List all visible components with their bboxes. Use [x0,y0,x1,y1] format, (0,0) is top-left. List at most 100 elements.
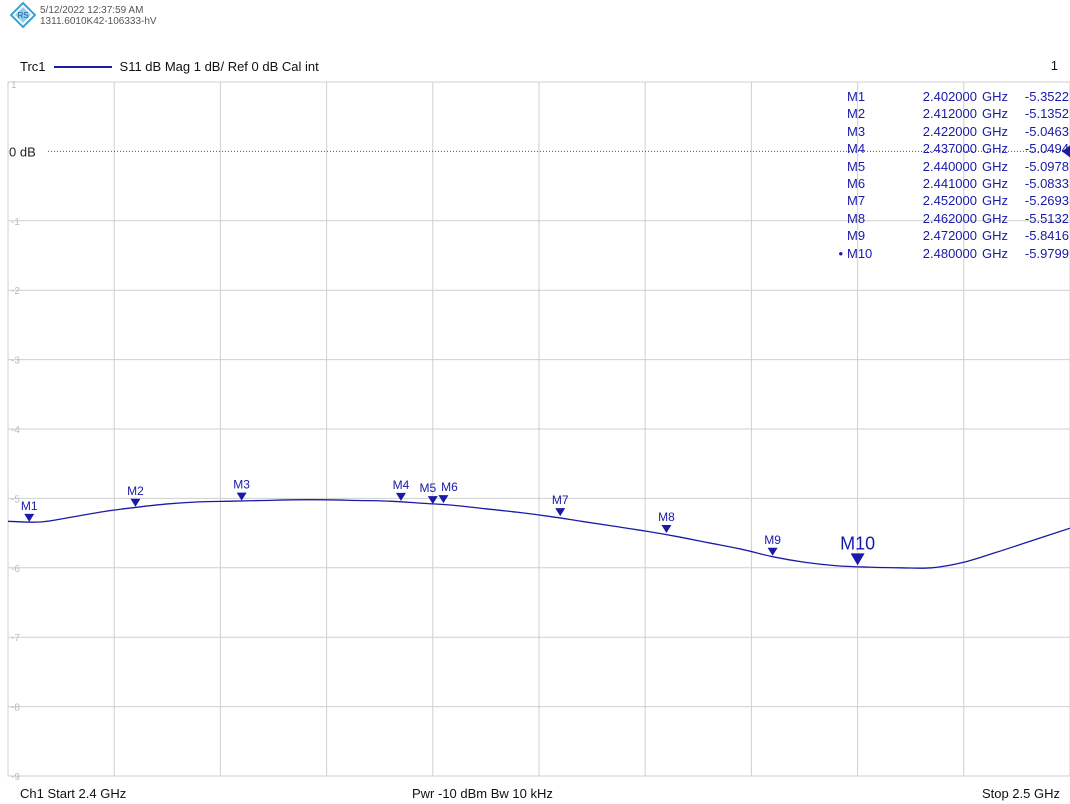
y-tick-label: -5 [11,494,20,505]
timestamp: 5/12/2022 12:37:59 AM [40,5,144,16]
marker-m5-label: M5 [419,481,436,495]
marker-frequency-unit: GHz [982,89,1008,104]
marker-m4-icon[interactable] [395,492,406,501]
y-tick-label: -2 [11,286,20,297]
marker-m1-label: M1 [21,499,38,513]
marker-m8-label: M8 [658,510,675,524]
marker-value: -5.0463 [1024,123,1069,139]
marker-value: -5.1352 [1024,106,1069,122]
marker-m7-icon[interactable] [555,508,566,517]
marker-active-dot [833,123,843,140]
marker-value: -5.9799 [1024,245,1069,261]
marker-m10-label: M10 [840,533,875,553]
header: RS 5/12/2022 12:37:59 AM 1311.6010K42-10… [0,0,1070,80]
marker-frequency: 2.412000 [922,106,977,122]
marker-value: -5.0978 [1024,158,1069,174]
marker-value: -5.0833 [1024,176,1069,192]
y-tick-label: -7 [11,633,20,644]
trace-legend[interactable]: Trc1 S11 dB Mag 1 dB/ Ref 0 dB Cal int [20,58,319,74]
y-tick-label: -4 [11,425,20,436]
y-tick-label: 1 [11,80,17,91]
marker-table: M12.402000GHz-5.3522dBM22.412000GHz-5.13… [833,88,1070,262]
marker-frequency: 2.441000 [922,176,977,192]
trace-line-swatch [53,65,112,68]
marker-m9-icon[interactable] [767,547,778,556]
marker-name: M6 [847,176,866,192]
marker-frequency: 2.452000 [922,193,977,209]
footer: Ch1 Start 2.4 GHz Pwr -10 dBm Bw 10 kHz … [0,780,1070,804]
marker-value: -5.0494 [1024,141,1069,157]
marker-value: -5.3522 [1024,89,1069,104]
marker-m1-icon[interactable] [24,513,35,522]
marker-name: M7 [847,193,866,209]
y-tick-label: -1 [11,217,20,228]
svg-text:RS: RS [17,11,28,20]
marker-value: -5.8416 [1024,228,1069,244]
marker-active-dot [833,158,843,175]
marker-value: -5.2693 [1024,193,1069,209]
marker-frequency: 2.422000 [922,123,977,139]
marker-name: M5 [847,158,866,174]
marker-m5-icon[interactable] [427,496,438,505]
marker-frequency: 2.437000 [922,141,977,157]
marker-frequency-unit: GHz [982,106,1008,122]
marker-frequency-unit: GHz [982,245,1008,261]
marker-m6-icon[interactable] [438,495,449,504]
marker-active-dot [833,192,843,209]
window-number: 1 [1050,58,1058,73]
marker-name: M1 [847,89,866,104]
marker-m3-icon[interactable] [236,492,247,501]
marker-frequency: 2.402000 [922,89,977,104]
marker-frequency-unit: GHz [982,123,1008,139]
device-id: 1311.6010K42-106333-hV [40,16,157,27]
marker-m8-icon[interactable] [661,525,672,534]
marker-name: M2 [847,106,866,122]
marker-frequency-unit: GHz [982,158,1008,174]
trace-name: Trc1 [20,59,46,75]
start-frequency: Ch1 Start 2.4 GHz [20,786,127,801]
stop-frequency: Stop 2.5 GHz [981,786,1060,801]
reference-label: 0 dB [9,144,36,159]
marker-m3-label: M3 [233,478,250,492]
y-tick-label: -9 [11,772,20,783]
marker-m9-label: M9 [764,533,781,547]
y-tick-label: -8 [11,703,20,714]
marker-active-dot [833,175,843,192]
marker-name: M4 [847,141,866,157]
marker-m2-label: M2 [127,484,144,498]
marker-frequency-unit: GHz [982,228,1008,244]
marker-frequency-unit: GHz [982,141,1008,157]
marker-name: M3 [847,123,866,139]
y-tick-label: -6 [11,564,20,575]
marker-frequency: 2.462000 [922,210,977,226]
marker-frequency: 2.440000 [922,158,977,174]
marker-value: -5.5132 [1024,210,1069,226]
marker-m2-icon[interactable] [130,498,141,507]
marker-m10-icon[interactable] [850,553,865,566]
marker-frequency-unit: GHz [982,210,1008,226]
marker-frequency-unit: GHz [982,193,1008,209]
timestamp-block: 5/12/2022 12:37:59 AM 1311.6010K42-10633… [40,5,157,27]
power-bandwidth: Pwr -10 dBm Bw 10 kHz [412,786,553,801]
rohde-schwarz-logo-icon: RS [10,2,36,28]
marker-name: M8 [847,210,866,226]
marker-frequency: 2.480000 [922,245,977,261]
marker-frequency: 2.472000 [922,228,977,244]
marker-active-dot [833,105,843,122]
marker-active-dot: • [838,245,843,261]
marker-active-dot [833,210,843,227]
marker-active-dot [833,88,843,105]
marker-active-dot [833,227,843,244]
trace-description: S11 dB Mag 1 dB/ Ref 0 dB Cal int [119,59,319,75]
